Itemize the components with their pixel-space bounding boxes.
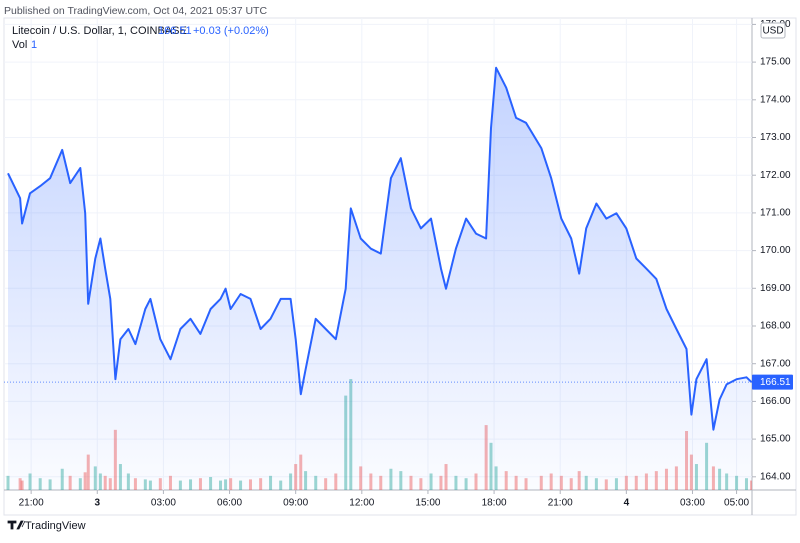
brand-logo: [7, 520, 26, 530]
x-tick-label: 18:00: [482, 498, 507, 509]
last-price-box: [752, 374, 793, 390]
y-tick-label: 175.00: [760, 57, 791, 68]
y-tick-label: 170.00: [760, 245, 791, 256]
x-tick-label: 09:00: [283, 498, 308, 509]
x-tick-label: 3: [94, 498, 100, 509]
legend-last: 166.51: [158, 25, 192, 37]
frame: [3, 17, 797, 516]
x-tick-label: 21:00: [548, 498, 573, 509]
y-tick-label: 171.00: [760, 208, 791, 219]
y-tick-label: 167.00: [760, 358, 791, 369]
last-price-label: 166.51: [760, 377, 791, 388]
x-tick-label: 05:00: [724, 498, 749, 509]
y-tick-label: 169.00: [760, 283, 791, 294]
x-tick-label: 03:00: [680, 498, 705, 509]
published-note: Published on TradingView.com, Oct 04, 20…: [4, 5, 267, 17]
x-tick-label: 03:00: [151, 498, 176, 509]
x-tick-label: 21:00: [19, 498, 44, 509]
y-tick-label: 172.00: [760, 170, 791, 181]
volume-label: Vol: [12, 39, 27, 51]
legend-change: +0.03 (+0.02%): [193, 25, 269, 37]
y-tick-label: 174.00: [760, 94, 791, 105]
symbol-title: Litecoin / U.S. Dollar, 1, COINBASE: [12, 25, 187, 37]
price-line: [7, 66, 752, 431]
y-tick-label: 164.00: [760, 471, 791, 482]
x-tick-label: 15:00: [415, 498, 440, 509]
brand: TradingView: [25, 520, 86, 532]
x-tick-label: 06:00: [217, 498, 242, 509]
time-axis: 21:00 3 03:00 06:00 09:00 12:00 15:00 18:00 21:0…: [19, 490, 750, 509]
plot: [4, 66, 752, 490]
y-tick-label: 166.00: [760, 396, 791, 407]
currency[interactable]: USD: [762, 26, 783, 37]
volume-last: 1: [31, 39, 37, 51]
price-area: [8, 67, 752, 490]
y-tick-label: 168.00: [760, 321, 791, 332]
price-axis: 164.00 165.00 166.00 167.00 168.00 169.00 170.…: [752, 19, 793, 482]
x-tick-label: 4: [624, 498, 630, 509]
y-tick-label: 173.00: [760, 132, 791, 143]
y-tick-label: 165.00: [760, 434, 791, 445]
x-tick-label: 12:00: [349, 498, 374, 509]
currency-box[interactable]: [760, 22, 786, 39]
